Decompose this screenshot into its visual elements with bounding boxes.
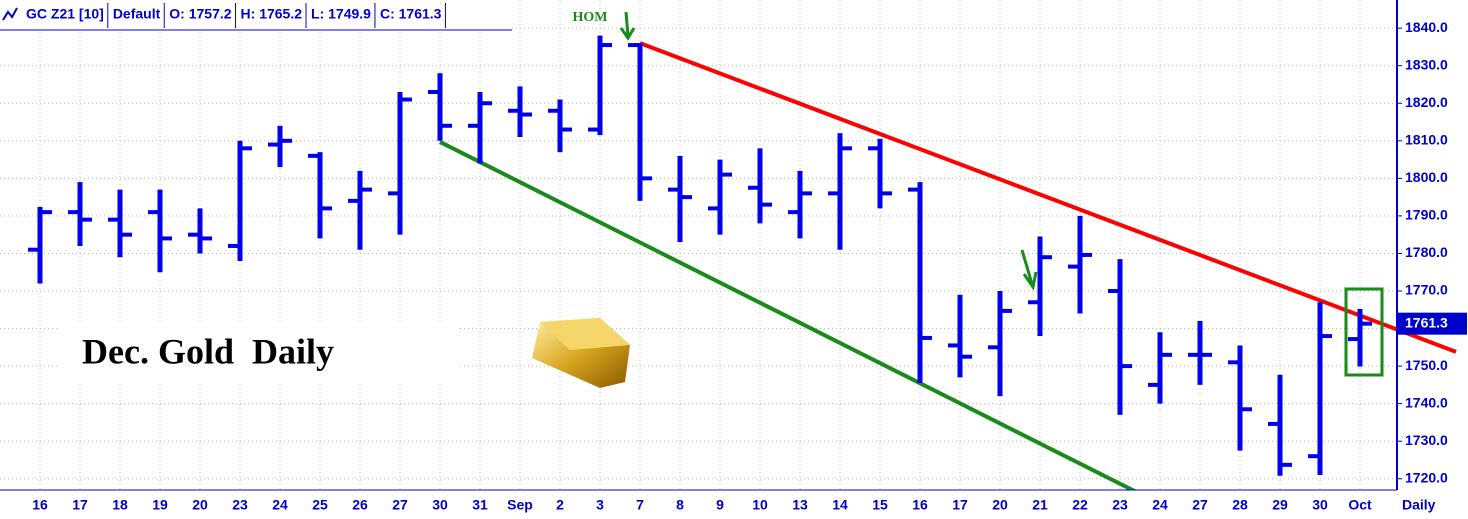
x-tick-label: 24 xyxy=(1152,497,1168,513)
y-tick-label: 1780.0 xyxy=(1405,244,1448,260)
y-tick-label: 1750.0 xyxy=(1405,357,1448,373)
x-tick-label: 17 xyxy=(952,497,968,513)
header-item: L: 1749.9 xyxy=(311,6,371,22)
title-bg xyxy=(60,322,460,384)
x-tick-label: 7 xyxy=(636,497,644,513)
header-item: O: 1757.2 xyxy=(169,6,231,22)
trendlines xyxy=(439,41,1457,490)
y-tick-label: 1790.0 xyxy=(1405,207,1448,223)
grid xyxy=(0,0,1397,490)
y-tick-label: 1770.0 xyxy=(1405,282,1448,298)
y-tick-label: 1820.0 xyxy=(1405,94,1448,110)
x-tick-label: 19 xyxy=(152,497,168,513)
y-tick-label: 1720.0 xyxy=(1405,469,1448,485)
header-item: Default xyxy=(113,6,161,22)
y-tick-label: 1730.0 xyxy=(1405,432,1448,448)
x-tick-label: 18 xyxy=(112,497,128,513)
header-bg xyxy=(0,0,512,30)
period-label: Daily xyxy=(1402,497,1436,513)
header-item: C: 1761.3 xyxy=(380,6,442,22)
annotation: HOM xyxy=(573,10,608,25)
x-tick-label: 30 xyxy=(432,497,448,513)
last-price-box xyxy=(1397,312,1467,335)
x-tick-label: 9 xyxy=(716,497,724,513)
y-tick-label: 1810.0 xyxy=(1405,132,1448,148)
chart-icon xyxy=(2,7,18,21)
x-tick-label: 31 xyxy=(472,497,488,513)
header: GC Z21 [10] Default O: 1757.2 H: 1765.2 L: 1… xyxy=(26,3,446,28)
x-tick-label: 16 xyxy=(912,497,928,513)
x-tick-label: 24 xyxy=(272,497,288,513)
chart-title: Dec. Gold Daily xyxy=(82,331,334,371)
x-tick-label: 3 xyxy=(596,497,604,513)
x-tick-label: 20 xyxy=(192,497,208,513)
x-tick-label: 27 xyxy=(1192,497,1208,513)
gold-bar-image xyxy=(532,318,630,388)
x-tick-label: 23 xyxy=(232,497,248,513)
x-tick-label: 15 xyxy=(872,497,888,513)
y-tick-label: 1830.0 xyxy=(1405,56,1448,72)
highlight-box xyxy=(1344,287,1384,377)
x-tick-label: 28 xyxy=(1232,497,1248,513)
x-tick-label: 27 xyxy=(392,497,408,513)
x-tick-label: 22 xyxy=(1072,497,1088,513)
x-tick-label: 17 xyxy=(72,497,88,513)
trendline xyxy=(639,41,1457,354)
x-tick-label: 26 xyxy=(352,497,368,513)
y-tick-label: 1840.0 xyxy=(1405,19,1448,35)
x-tick-label: 14 xyxy=(832,497,848,513)
x-tick-label: 25 xyxy=(312,497,328,513)
x-tick-label: 21 xyxy=(1032,497,1048,513)
x-tick-label: Sep xyxy=(507,497,533,513)
last-price-label: 1761.3 xyxy=(1405,314,1448,330)
arrow xyxy=(619,11,636,41)
x-tick-label: 29 xyxy=(1272,497,1288,513)
x-tick-label: 13 xyxy=(792,497,808,513)
y-tick-label: 1740.0 xyxy=(1405,394,1448,410)
x-tick-label: Oct xyxy=(1348,497,1372,513)
x-tick-label: 23 xyxy=(1112,497,1128,513)
trendline xyxy=(439,140,1137,490)
x-tick-label: 16 xyxy=(32,497,48,513)
header-item: H: 1765.2 xyxy=(241,6,303,22)
x-tick-label: 20 xyxy=(992,497,1008,513)
x-tick-label: 2 xyxy=(556,497,564,513)
arrow xyxy=(1020,249,1038,291)
y-tick-label: 1800.0 xyxy=(1405,169,1448,185)
x-tick-label: 8 xyxy=(676,497,684,513)
header-item: GC Z21 [10] xyxy=(26,6,104,22)
x-tick-label: 30 xyxy=(1312,497,1328,513)
x-tick-label: 10 xyxy=(752,497,768,513)
